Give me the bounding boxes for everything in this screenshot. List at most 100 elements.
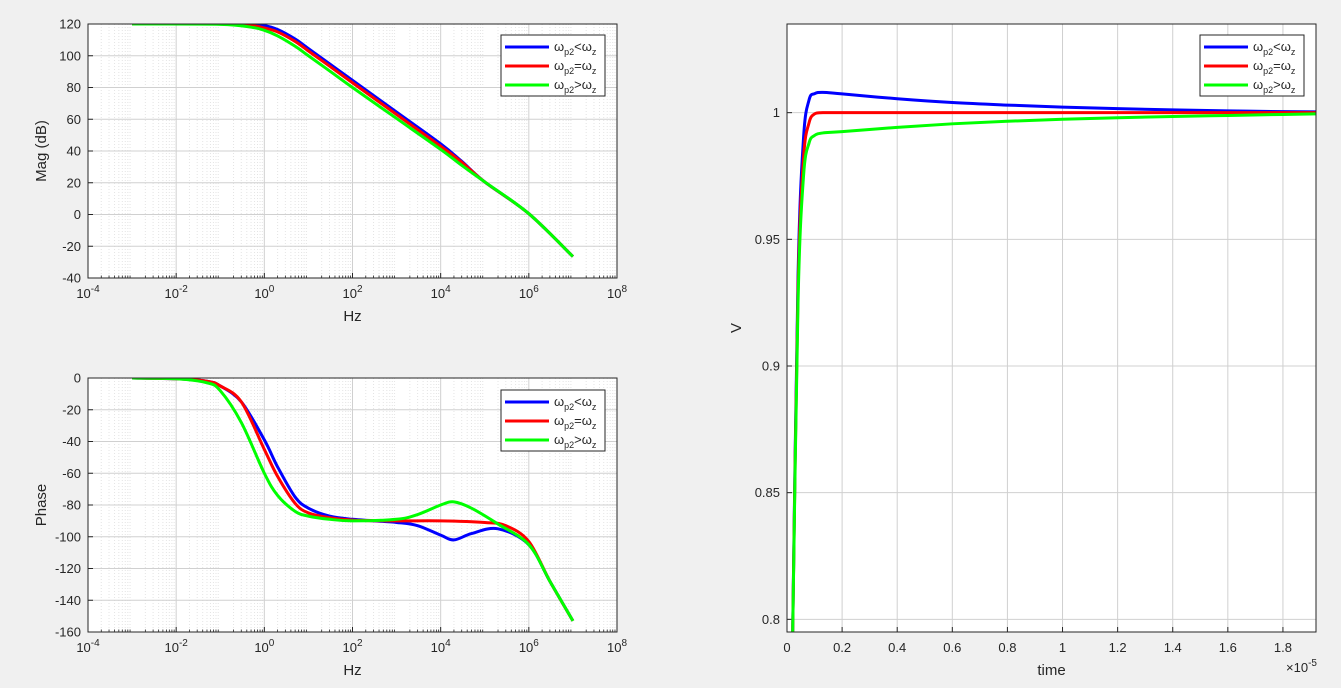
legend-omega: ω xyxy=(582,39,592,54)
x-multiplier: ×10-5 xyxy=(1286,658,1317,675)
legend-subscript: p2 xyxy=(564,440,574,450)
tick-base: 10 xyxy=(164,286,178,301)
y-tick-label: -40 xyxy=(62,434,81,449)
legend-omega: ω xyxy=(1281,39,1291,54)
x-tick-label: 104 xyxy=(431,284,451,301)
legend-label: ωp2<ωz xyxy=(554,39,597,57)
legend-subscript: z xyxy=(592,402,597,412)
y-axis-label: V xyxy=(728,323,745,333)
y-tick-label: 0.8 xyxy=(762,612,780,627)
legend-omega: ω xyxy=(1253,39,1263,54)
y-tick-label: 0.9 xyxy=(762,359,780,374)
x-tick-label: 100 xyxy=(254,638,274,655)
tick-base: 10 xyxy=(342,286,356,301)
legend-omega: ω xyxy=(554,39,564,54)
series-line-green xyxy=(791,112,1316,632)
axes-box xyxy=(87,23,618,279)
legend-subscript: p2 xyxy=(564,85,574,95)
series-line-green xyxy=(132,378,575,622)
x-axis-label: Hz xyxy=(343,308,361,325)
legend-omega: ω xyxy=(582,413,592,428)
x-tick-label: 0.2 xyxy=(833,640,851,655)
legend-label: ωp2>ωz xyxy=(1253,77,1296,95)
series-line-green xyxy=(132,24,574,258)
legend-subscript: p2 xyxy=(1263,47,1273,57)
x-tick-label: 108 xyxy=(607,284,627,301)
legend-operator: = xyxy=(574,413,582,428)
x-tick-label: 106 xyxy=(519,638,539,655)
x-tick-label: 10-2 xyxy=(164,638,188,655)
legend-omega: ω xyxy=(1253,58,1263,73)
x-axis-label: time xyxy=(1037,662,1065,679)
legend-subscript: z xyxy=(1291,85,1296,95)
tick-base: 10 xyxy=(164,640,178,655)
tick-base: 10 xyxy=(431,286,445,301)
multiplier-base: ×10 xyxy=(1286,660,1308,675)
legend-omega: ω xyxy=(1253,77,1263,92)
legend-subscript: p2 xyxy=(564,402,574,412)
legend-omega: ω xyxy=(582,432,592,447)
tick-exponent: -4 xyxy=(91,284,100,295)
x-tick-label: 0 xyxy=(783,640,790,655)
tick-exponent: 8 xyxy=(621,638,627,649)
tick-exponent: 0 xyxy=(269,638,275,649)
legend-subscript: p2 xyxy=(1263,85,1273,95)
multiplier-exponent: -5 xyxy=(1308,658,1317,669)
y-axis-label: Phase xyxy=(33,484,50,527)
legend-subscript: p2 xyxy=(1263,66,1273,76)
tick-base: 10 xyxy=(342,640,356,655)
legend-label: ωp2<ωz xyxy=(554,394,597,412)
legend-subscript: p2 xyxy=(564,66,574,76)
tick-base: 10 xyxy=(431,640,445,655)
y-tick-label: 0 xyxy=(74,207,81,222)
legend-omega: ω xyxy=(582,77,592,92)
y-tick-label: 80 xyxy=(67,80,81,95)
axes-box xyxy=(786,23,1317,633)
legend-subscript: p2 xyxy=(564,421,574,431)
y-tick-label: -120 xyxy=(55,561,81,576)
x-axis-label: Hz xyxy=(343,662,361,679)
x-tick-label: 1.8 xyxy=(1274,640,1292,655)
x-tick-label: 1 xyxy=(1059,640,1066,655)
tick-exponent: 2 xyxy=(357,638,363,649)
tick-base: 10 xyxy=(519,286,533,301)
tick-base: 10 xyxy=(76,286,90,301)
tick-base: 10 xyxy=(76,640,90,655)
legend-omega: ω xyxy=(554,432,564,447)
legend-operator: < xyxy=(574,39,582,54)
legend-omega: ω xyxy=(554,77,564,92)
tick-exponent: 6 xyxy=(533,638,539,649)
x-tick-label: 10-2 xyxy=(164,284,188,301)
y-tick-label: 40 xyxy=(67,144,81,159)
legend-omega: ω xyxy=(1281,58,1291,73)
chart-step: 0 0.2 0.4 0.6 0.8 1 1.2 1.4 1.6 1.8 0.8 0.85 0.9 0.95… xyxy=(728,23,1317,679)
x-tick-label: 106 xyxy=(519,284,539,301)
x-tick-label: 1.4 xyxy=(1164,640,1182,655)
y-tick-label: 120 xyxy=(59,17,81,32)
legend-operator: > xyxy=(574,77,582,92)
y-tick-label: -20 xyxy=(62,402,81,417)
x-tick-label: 10-4 xyxy=(76,284,100,301)
tick-exponent: 8 xyxy=(621,284,627,295)
y-tick-label: 0.85 xyxy=(755,485,780,500)
legend-label: ωp2=ωz xyxy=(554,413,597,431)
legend-operator: > xyxy=(574,432,582,447)
x-tick-label: 104 xyxy=(431,638,451,655)
y-axis-label: Mag (dB) xyxy=(33,120,50,182)
legend-operator: < xyxy=(574,394,582,409)
tick-base: 10 xyxy=(254,286,268,301)
x-tick-label: 102 xyxy=(342,638,362,655)
y-tick-label: -100 xyxy=(55,529,81,544)
y-tick-label: -140 xyxy=(55,593,81,608)
legend-omega: ω xyxy=(582,394,592,409)
legend-label: ωp2=ωz xyxy=(1253,58,1296,76)
legend-subscript: z xyxy=(592,47,597,57)
x-tick-label: 102 xyxy=(342,284,362,301)
y-tick-label: 100 xyxy=(59,48,81,63)
legend-subscript: z xyxy=(1291,66,1296,76)
legend-subscript: z xyxy=(592,440,597,450)
tick-exponent: 0 xyxy=(269,284,275,295)
